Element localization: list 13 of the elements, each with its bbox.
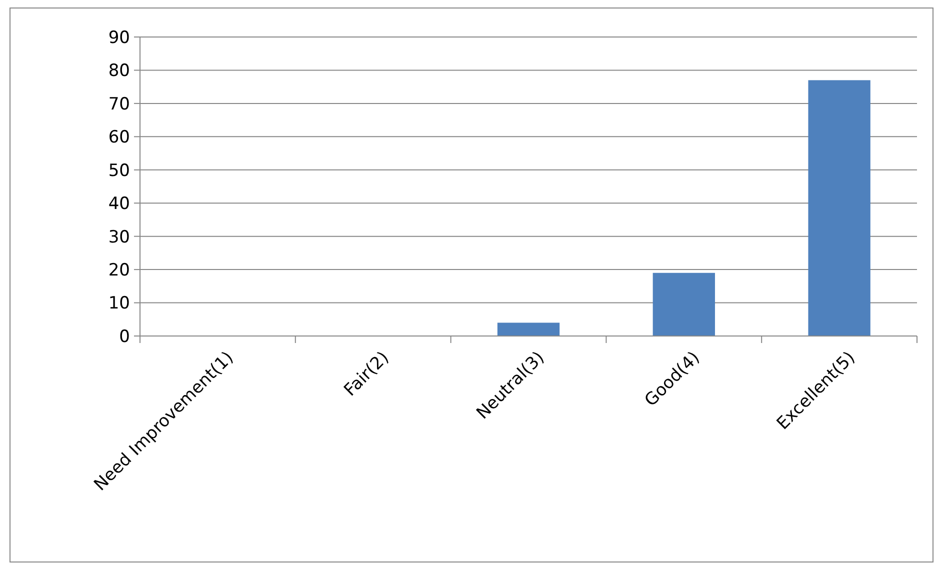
bar xyxy=(652,272,715,336)
y-tick-label: 20 xyxy=(108,260,130,281)
y-tick-label: 90 xyxy=(108,28,130,48)
y-tick-label: 60 xyxy=(108,128,130,148)
y-tick-label: 40 xyxy=(108,194,130,214)
y-tick-label: 0 xyxy=(119,326,130,347)
bar xyxy=(808,80,870,336)
y-tick-label: 50 xyxy=(108,160,130,181)
y-tick-label: 80 xyxy=(108,61,130,82)
y-tick-label: 10 xyxy=(108,294,130,314)
y-tick-label: 70 xyxy=(108,94,130,114)
bar xyxy=(497,322,560,336)
y-tick-label: 30 xyxy=(108,227,130,248)
